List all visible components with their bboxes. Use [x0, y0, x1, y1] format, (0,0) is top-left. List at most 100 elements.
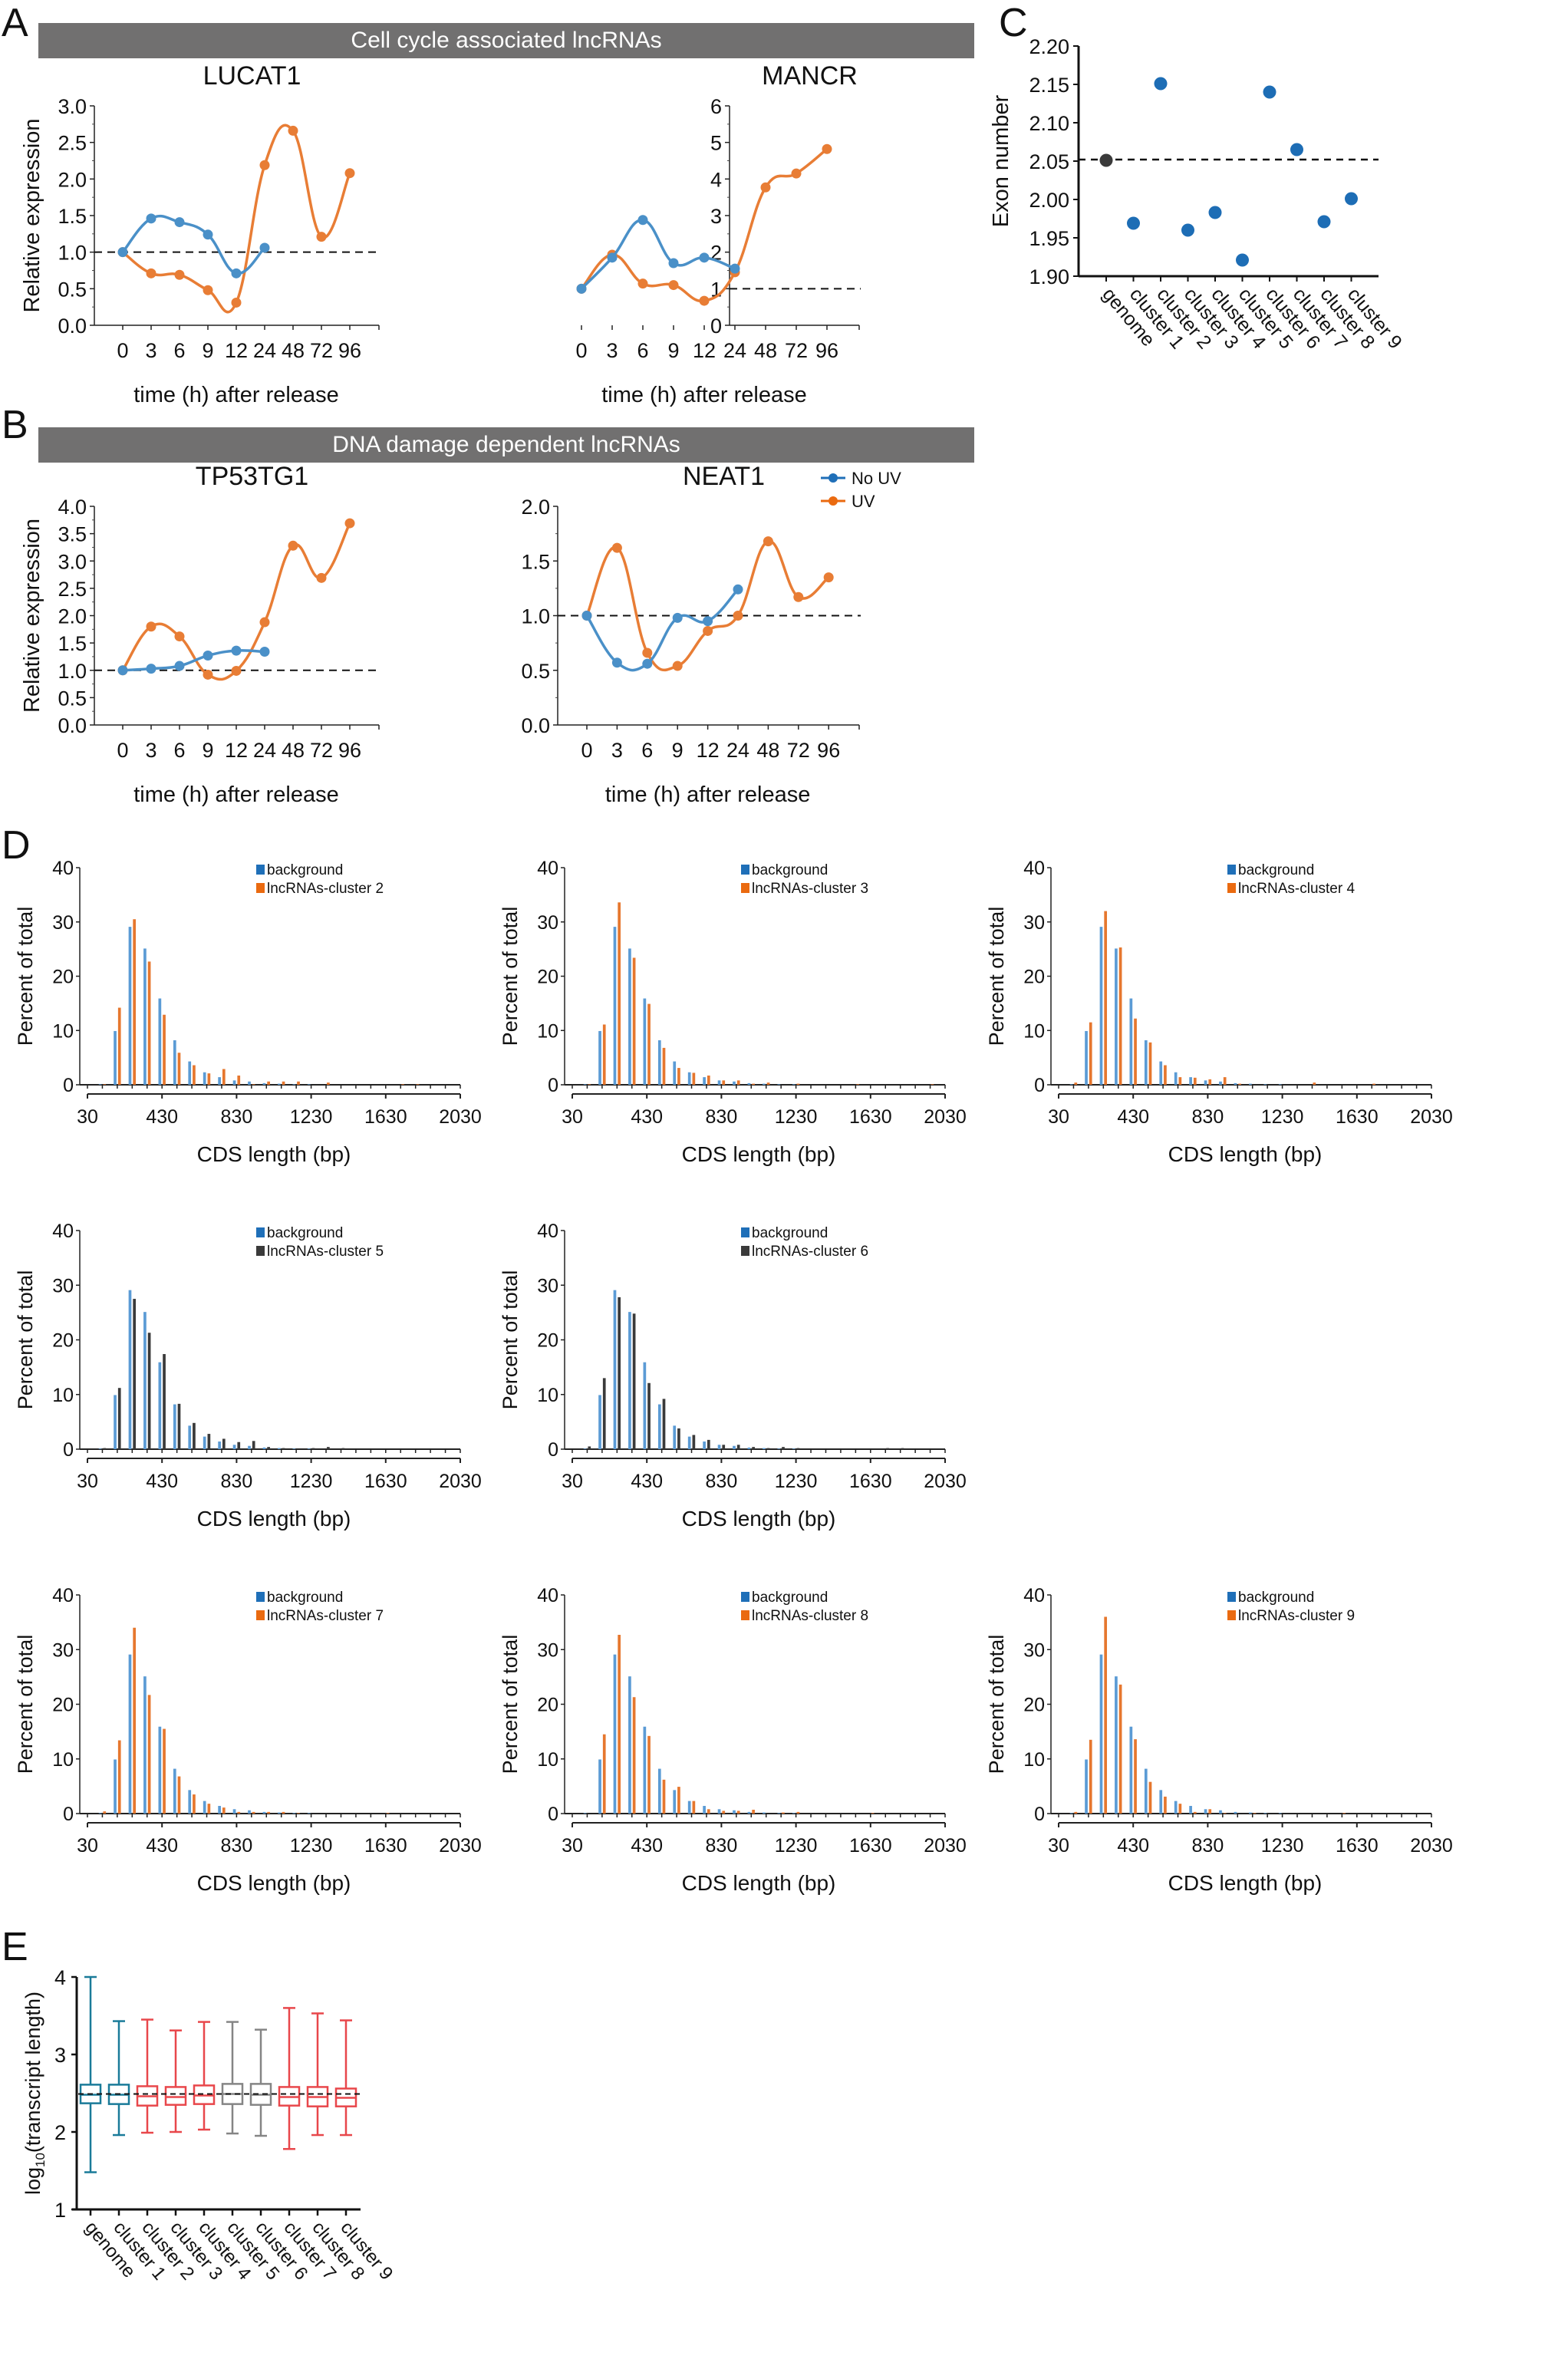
bar [598, 1395, 601, 1449]
y-tick-label: 1.0 [521, 605, 550, 628]
x-tick-label: 9 [202, 339, 213, 362]
bar [766, 1448, 770, 1449]
data-point [288, 540, 298, 551]
bar [1129, 998, 1133, 1085]
y-axis-label: Percent of total [985, 1635, 1008, 1774]
bar [1204, 1080, 1207, 1085]
y-tick-label: 20 [52, 1695, 74, 1716]
x-tick-label: 830 [221, 1835, 253, 1857]
y-tick-label: 20 [52, 967, 74, 988]
bar [662, 1047, 666, 1085]
bar [602, 1378, 606, 1449]
y-tick-label: 40 [537, 858, 558, 879]
bar [796, 1811, 800, 1814]
data-point [1208, 206, 1222, 219]
bar [1253, 1813, 1257, 1814]
y-tick-label: 2.0 [521, 496, 550, 519]
bar [752, 1447, 755, 1449]
x-tick-label: 1630 [364, 1106, 407, 1128]
bar [766, 1082, 770, 1085]
bar [662, 1779, 666, 1814]
x-tick-label: 12 [697, 739, 720, 762]
x-tick-label: 24 [726, 739, 749, 762]
y-tick-label: 0 [1034, 1075, 1045, 1096]
data-point [203, 651, 213, 661]
bar [747, 1082, 751, 1085]
data-point [344, 168, 355, 179]
bar [222, 1069, 226, 1085]
legend: background lncRNAs-cluster 2 [256, 862, 384, 897]
bar [1164, 1796, 1167, 1814]
chart-title: MANCR [762, 61, 858, 91]
y-tick-label: 2.20 [1029, 35, 1069, 58]
bar [752, 1083, 755, 1085]
y-tick-label: 4 [710, 168, 722, 191]
y-tick-label: 0 [548, 1075, 558, 1096]
bar [1208, 1809, 1212, 1814]
y-tick-label: 5 [710, 132, 722, 155]
bar [618, 1297, 621, 1449]
data-point [316, 232, 327, 242]
box-cluster-9 [334, 2019, 357, 2137]
legend-swatch [741, 1227, 749, 1237]
x-tick-label: 6 [173, 739, 185, 762]
x-tick-label: 1230 [290, 1471, 333, 1492]
y-axis-label: Percent of total [499, 1270, 522, 1410]
x-tick-label: 24 [253, 339, 276, 362]
x-tick-label: 430 [1117, 1106, 1149, 1128]
x-axis-label: time (h) after release [601, 383, 807, 407]
data-point [174, 269, 185, 280]
y-tick-label: 0.5 [58, 278, 87, 301]
data-point [231, 665, 242, 676]
bar [613, 1290, 617, 1449]
bar [143, 1676, 147, 1814]
x-axis-label: time (h) after release [605, 783, 811, 807]
y-tick-label: 1.0 [58, 660, 87, 683]
legend: background lncRNAs-cluster 3 [741, 862, 868, 897]
bar [733, 1810, 736, 1814]
y-tick-label: 3.5 [58, 523, 87, 546]
bar [643, 1362, 647, 1449]
bar [1234, 1811, 1237, 1814]
bar [262, 1082, 266, 1085]
series-line-no-uv [122, 649, 265, 672]
data-point [203, 669, 213, 680]
y-tick-label: 0.0 [58, 315, 87, 338]
y-tick-label: 1.90 [1029, 265, 1069, 288]
data-point [668, 280, 679, 291]
y-tick-label: 2.15 [1029, 74, 1069, 97]
bar [416, 1084, 420, 1085]
x-tick-label: 72 [310, 739, 333, 762]
bar [103, 1811, 107, 1814]
data-point [581, 611, 592, 621]
bar [692, 1072, 696, 1085]
bar [188, 1425, 192, 1449]
data-point [174, 217, 185, 228]
box-cluster-5 [221, 2021, 244, 2135]
data-point [703, 616, 713, 627]
y-tick-label: 30 [52, 1639, 74, 1661]
legend-label: lncRNAs-cluster 5 [267, 1244, 384, 1260]
bar [777, 1084, 781, 1085]
y-tick-label: 3.0 [58, 95, 87, 118]
y-tick-label: 1.0 [58, 242, 87, 265]
bar [207, 1073, 211, 1085]
panel-label-d: D [2, 823, 31, 868]
x-tick-label: 2030 [924, 1835, 967, 1857]
data-point [576, 283, 587, 294]
data-point [642, 658, 653, 669]
y-tick-label: 40 [1023, 1585, 1045, 1606]
bar [278, 1083, 281, 1085]
bar [643, 998, 647, 1085]
bar [886, 1448, 889, 1449]
x-tick-label: 1630 [849, 1106, 892, 1128]
bar [252, 1811, 255, 1814]
x-tick-label: 1230 [1261, 1106, 1304, 1128]
bar [248, 1081, 251, 1085]
bar [163, 1728, 166, 1814]
bar [173, 1768, 176, 1814]
bar [703, 1806, 706, 1814]
data-point [259, 647, 270, 657]
y-tick-label: 10 [537, 1020, 558, 1042]
